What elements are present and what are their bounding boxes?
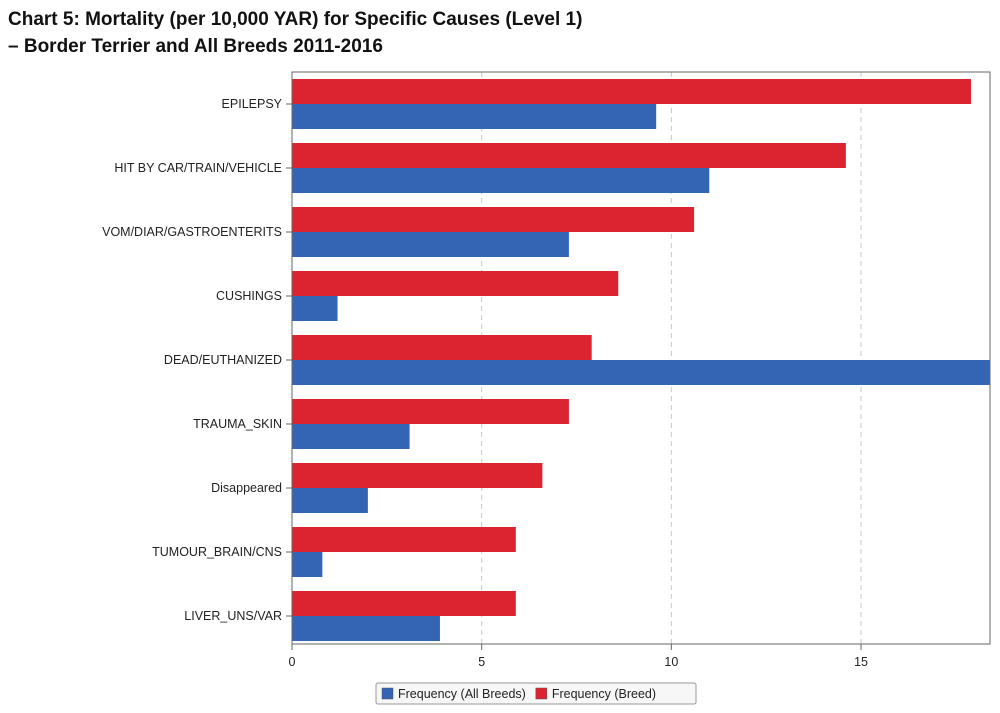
category-label-trauma-skin: TRAUMA_SKIN bbox=[193, 417, 282, 431]
category-label-hit-by-car-train-vehicle: HIT BY CAR/TRAIN/VEHICLE bbox=[114, 161, 282, 175]
legend-label-frequency-breed: Frequency (Breed) bbox=[552, 687, 656, 701]
bar-breed-cushings bbox=[292, 271, 619, 296]
category-label-tumour-brain-cns: TUMOUR_BRAIN/CNS bbox=[152, 545, 282, 559]
bar-breed-trauma-skin bbox=[292, 399, 569, 424]
legend-swatch-frequency-breed bbox=[535, 687, 548, 700]
bar-all-breeds-dead-euthanized bbox=[292, 360, 990, 385]
bar-all-breeds-disappeared bbox=[292, 488, 368, 513]
bar-all-breeds-trauma-skin bbox=[292, 424, 410, 449]
bars bbox=[292, 79, 990, 641]
x-tick-label-0: 0 bbox=[289, 655, 296, 669]
chart-title: Chart 5: Mortality (per 10,000 YAR) for … bbox=[8, 6, 582, 60]
x-tick-label-15: 15 bbox=[854, 655, 868, 669]
category-label-cushings: CUSHINGS bbox=[216, 289, 282, 303]
chart-title-line1: Chart 5: Mortality (per 10,000 YAR) for … bbox=[8, 9, 583, 30]
category-label-disappeared: Disappeared bbox=[211, 481, 282, 495]
bar-all-breeds-tumour-brain-cns bbox=[292, 552, 323, 577]
bar-breed-tumour-brain-cns bbox=[292, 527, 516, 552]
legend-label-frequency-all-breeds: Frequency (All Breeds) bbox=[398, 687, 526, 701]
x-axis-ticks: 0 5 10 15 bbox=[289, 644, 868, 669]
bar-breed-vom-diar-gastroenterits bbox=[292, 207, 695, 232]
bar-breed-epilepsy bbox=[292, 79, 972, 104]
x-tick-label-5: 5 bbox=[478, 655, 485, 669]
category-label-vom-diar-gastroenterits: VOM/DIAR/GASTROENTERITS bbox=[102, 225, 282, 239]
category-label-dead-euthanized: DEAD/EUTHANIZED bbox=[164, 353, 282, 367]
bar-all-breeds-vom-diar-gastroenterits bbox=[292, 232, 569, 257]
bar-breed-hit-by-car-train-vehicle bbox=[292, 143, 846, 168]
bar-all-breeds-epilepsy bbox=[292, 104, 657, 129]
legend: Frequency (All Breeds) Frequency (Breed) bbox=[375, 682, 697, 705]
category-label-epilepsy: EPILEPSY bbox=[222, 97, 283, 111]
bar-all-breeds-liver-uns-var bbox=[292, 616, 440, 641]
category-label-liver-uns-var: LIVER_UNS/VAR bbox=[184, 609, 282, 623]
bar-breed-disappeared bbox=[292, 463, 543, 488]
bar-breed-dead-euthanized bbox=[292, 335, 592, 360]
legend-swatch-frequency-all-breeds bbox=[381, 687, 394, 700]
bar-all-breeds-hit-by-car-train-vehicle bbox=[292, 168, 710, 193]
plot-frame bbox=[291, 71, 991, 645]
bar-all-breeds-cushings bbox=[292, 296, 338, 321]
x-tick-label-10: 10 bbox=[664, 655, 678, 669]
chart-title-line2: – Border Terrier and All Breeds 2011-201… bbox=[8, 36, 383, 57]
bar-breed-liver-uns-var bbox=[292, 591, 516, 616]
category-labels: EPILEPSY HIT BY CAR/TRAIN/VEHICLE VOM/DIAR… bbox=[102, 97, 292, 623]
